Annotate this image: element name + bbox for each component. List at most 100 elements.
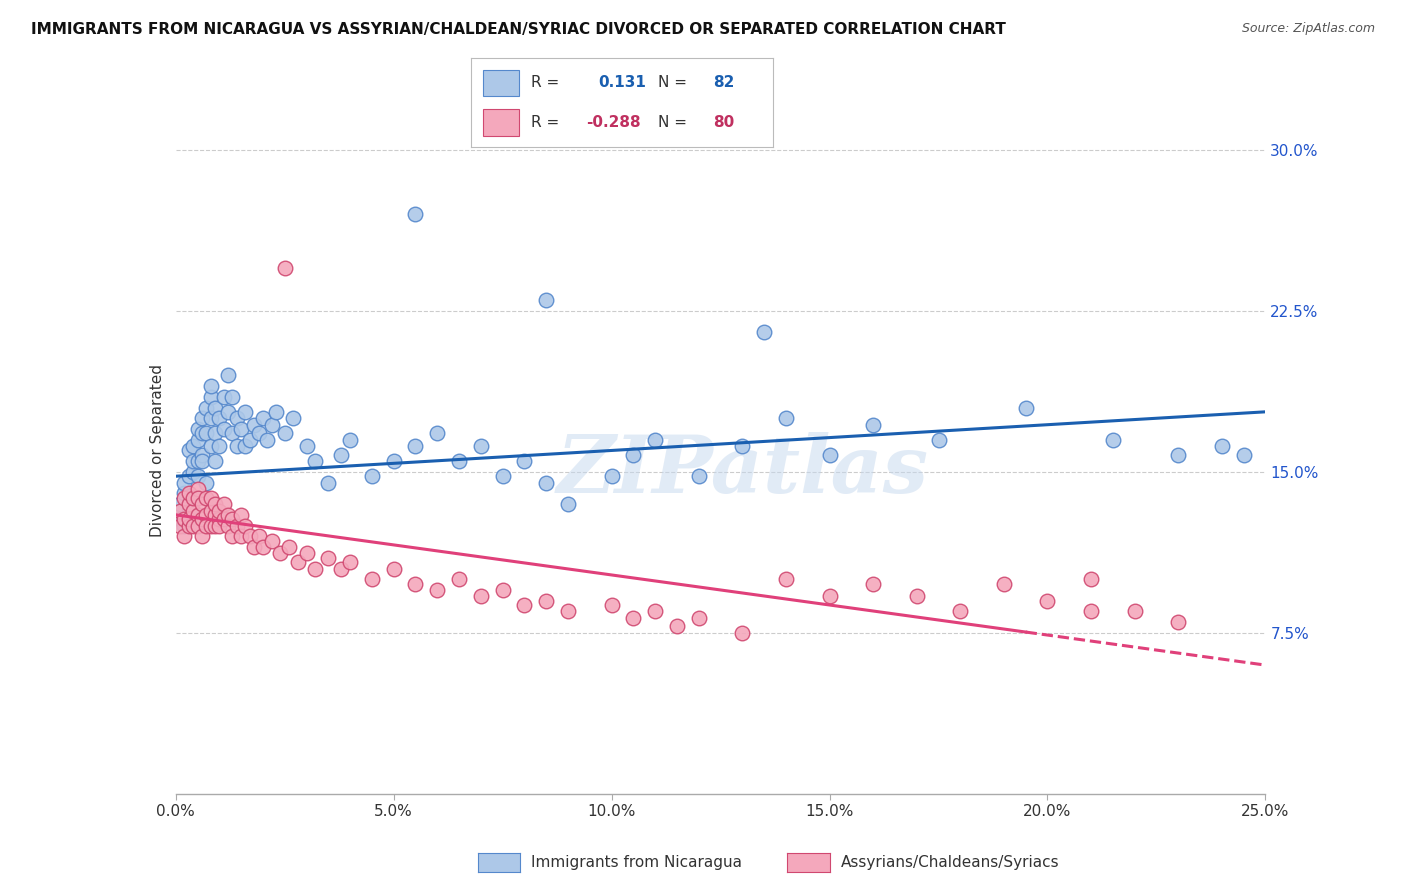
Point xyxy=(492,582,515,597)
Point xyxy=(426,426,449,441)
Point xyxy=(600,469,623,483)
Point xyxy=(204,454,226,468)
Point xyxy=(212,497,235,511)
Point xyxy=(200,411,222,425)
Point xyxy=(231,508,253,522)
Point xyxy=(993,576,1015,591)
Point xyxy=(754,326,776,340)
Point xyxy=(177,486,200,500)
Point xyxy=(243,417,266,432)
Point xyxy=(426,582,449,597)
Point xyxy=(191,512,214,526)
Point xyxy=(204,508,226,522)
Point xyxy=(181,503,204,517)
Point xyxy=(177,443,200,458)
Point xyxy=(666,619,689,633)
Point xyxy=(191,529,214,543)
Point xyxy=(295,546,318,561)
Point xyxy=(195,475,218,490)
Point xyxy=(318,475,340,490)
Point xyxy=(949,604,972,618)
Point xyxy=(177,497,200,511)
Point xyxy=(256,433,278,447)
Point xyxy=(231,422,253,436)
Text: 82: 82 xyxy=(713,76,734,90)
Point xyxy=(221,390,243,404)
Text: N =: N = xyxy=(658,115,692,129)
Point xyxy=(200,518,222,533)
Point xyxy=(212,390,235,404)
Point xyxy=(217,405,239,419)
Point xyxy=(1102,433,1125,447)
Point xyxy=(382,561,405,575)
Point xyxy=(195,508,218,522)
Point xyxy=(818,590,841,604)
Point xyxy=(405,207,427,221)
Point xyxy=(235,518,257,533)
Y-axis label: Divorced or Separated: Divorced or Separated xyxy=(149,364,165,537)
Point xyxy=(1080,572,1102,586)
Point xyxy=(330,561,353,575)
Point xyxy=(339,555,361,569)
Point xyxy=(200,379,222,393)
Point xyxy=(181,439,204,453)
Point xyxy=(169,512,191,526)
Point xyxy=(191,411,214,425)
Point xyxy=(217,368,239,383)
Point xyxy=(195,426,218,441)
Point xyxy=(274,426,297,441)
Point xyxy=(534,475,557,490)
Point xyxy=(274,260,297,275)
Point xyxy=(195,401,218,415)
Point xyxy=(405,439,427,453)
Point xyxy=(405,576,427,591)
Point xyxy=(731,439,754,453)
Point xyxy=(204,518,226,533)
Text: Source: ZipAtlas.com: Source: ZipAtlas.com xyxy=(1241,22,1375,36)
Point xyxy=(186,482,209,496)
Point xyxy=(217,518,239,533)
Point xyxy=(173,486,195,500)
Point xyxy=(534,293,557,308)
Point xyxy=(447,572,470,586)
Point xyxy=(221,426,243,441)
Point xyxy=(1080,604,1102,618)
Point xyxy=(195,491,218,505)
Point xyxy=(191,454,214,468)
Point xyxy=(269,546,291,561)
Point xyxy=(862,576,884,591)
Point xyxy=(382,454,405,468)
Point xyxy=(177,469,200,483)
Point xyxy=(534,593,557,607)
Point xyxy=(204,401,226,415)
Point xyxy=(1123,604,1146,618)
Point xyxy=(688,469,710,483)
Point xyxy=(644,604,666,618)
Point xyxy=(200,503,222,517)
Point xyxy=(283,411,305,425)
Point xyxy=(264,405,287,419)
Point xyxy=(173,529,195,543)
Point xyxy=(217,508,239,522)
Point xyxy=(212,422,235,436)
Point xyxy=(177,503,200,517)
Point xyxy=(492,469,515,483)
Point xyxy=(191,426,214,441)
Point xyxy=(181,491,204,505)
Point xyxy=(775,572,797,586)
Point xyxy=(278,540,301,554)
Point xyxy=(169,503,191,517)
Point xyxy=(186,422,209,436)
Point xyxy=(177,518,200,533)
Point xyxy=(360,469,382,483)
Point xyxy=(243,540,266,554)
Point xyxy=(169,518,191,533)
Point xyxy=(181,465,204,479)
Point xyxy=(181,491,204,505)
Point xyxy=(330,448,353,462)
Point xyxy=(173,475,195,490)
Point xyxy=(862,417,884,432)
Point xyxy=(235,439,257,453)
Point xyxy=(557,497,579,511)
Point xyxy=(177,497,200,511)
